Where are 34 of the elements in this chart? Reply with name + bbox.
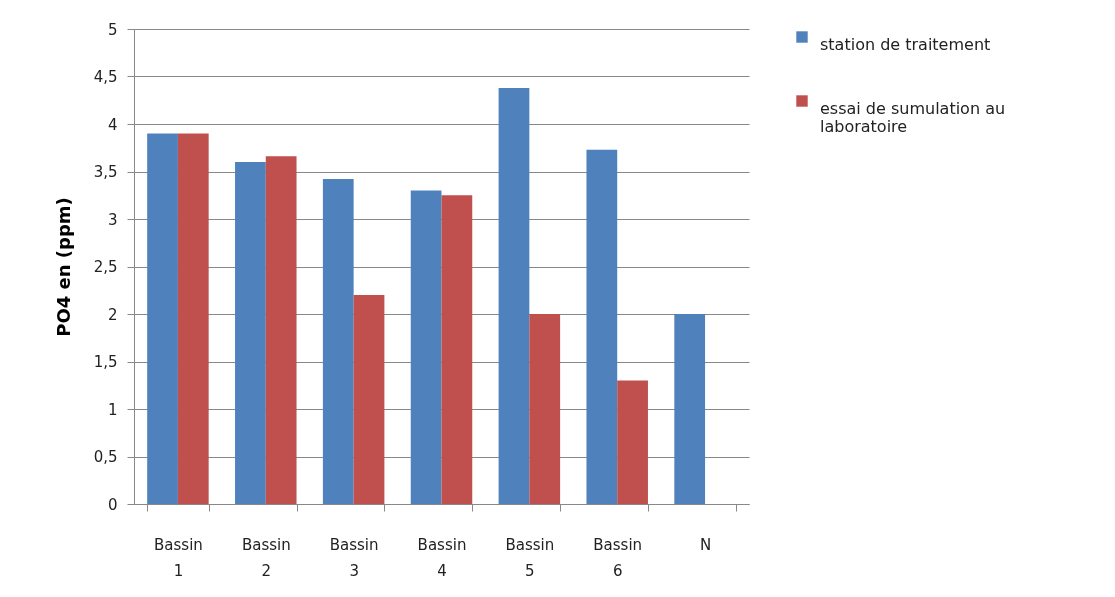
x-tick-label: Bassin 6 <box>593 535 643 580</box>
bar <box>410 190 442 504</box>
bar <box>617 380 648 504</box>
y-tick-label: 3 <box>107 210 118 229</box>
x-tick-label: Bassin 4 <box>417 535 467 580</box>
legend-label: essai de sumulation au laboratoire <box>820 99 1006 136</box>
bar <box>265 156 297 504</box>
bar <box>322 179 354 504</box>
bar <box>353 295 385 504</box>
y-tick-label: 0,5 <box>93 448 118 466</box>
y-tick-label: 4,5 <box>93 68 118 86</box>
y-tick-label: 1,5 <box>93 353 118 371</box>
x-tick-label: Bassin 2 <box>241 535 291 580</box>
bar <box>586 149 618 504</box>
bar <box>498 87 530 504</box>
y-axis-title: PO4 en (ppm) <box>52 197 74 337</box>
x-tick-label: Bassin 5 <box>505 535 555 580</box>
bar <box>441 195 473 504</box>
bar <box>147 133 178 504</box>
bar <box>529 314 561 504</box>
x-tick-label: N <box>699 535 712 554</box>
bar <box>177 133 209 504</box>
x-tick-label: Bassin 1 <box>154 535 203 580</box>
y-tick-label: 5 <box>107 20 118 39</box>
y-tick-label: 1 <box>107 400 118 419</box>
y-tick-label: 4 <box>107 115 118 134</box>
y-tick-label: 0 <box>107 495 118 514</box>
legend-label: station de traitement <box>820 35 991 54</box>
y-tick-label: 2 <box>107 305 118 324</box>
y-tick-label: 3,5 <box>93 163 118 181</box>
y-tick-label: 2,5 <box>93 258 118 276</box>
x-tick-label: Bassin 3 <box>329 535 379 580</box>
bar <box>235 162 266 504</box>
bar <box>674 314 706 504</box>
